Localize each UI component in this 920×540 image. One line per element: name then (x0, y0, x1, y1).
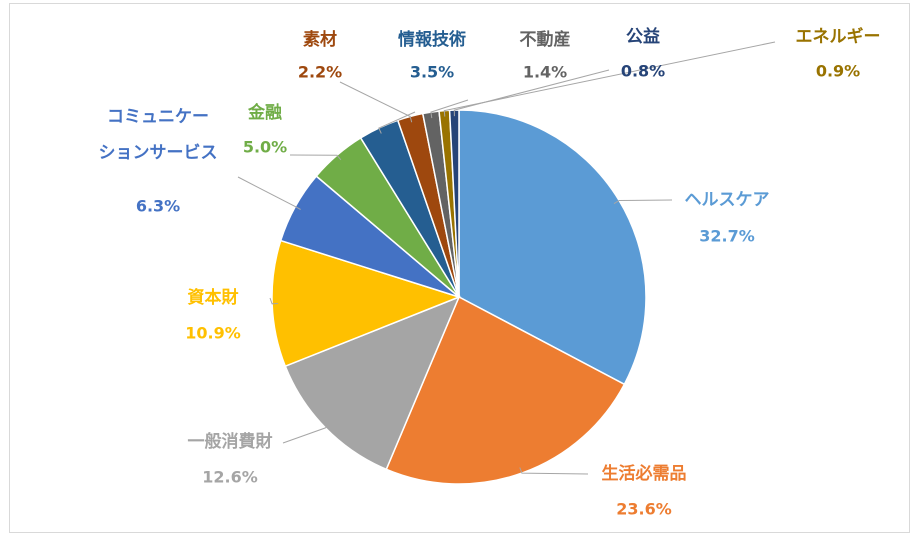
slice-value-label: 23.6% (616, 500, 672, 519)
slice-value-label: 5.0% (243, 138, 287, 157)
slice-name-label: ヘルスケア (685, 190, 770, 210)
slice-value-label: 10.9% (185, 324, 241, 343)
slice-name-label: 公益 (626, 26, 660, 47)
slice-value-label: 6.3% (136, 197, 180, 216)
data-labels: ヘルスケア 32.7% 生活必需品 23.6% 一般消費財 12.6% 資本財 10.9% コミ… (99, 26, 881, 519)
slice-value-label: 0.9% (816, 62, 860, 81)
slice-value-label: 3.5% (410, 63, 454, 82)
leader-line (378, 111, 416, 134)
pie-slices (271, 109, 647, 485)
slice-name-label: 素材 (303, 29, 337, 50)
slice-name-label: 生活必需品 (602, 463, 687, 484)
slice-value-label: 1.4% (523, 63, 567, 82)
slice-name-label: コミュニケーションサービス (99, 107, 218, 163)
slice-name-label: 金融 (247, 102, 282, 123)
slice-value-label: 12.6% (202, 468, 258, 487)
slice-name-label: 情報技術 (398, 29, 466, 50)
slice-name-label: 不動産 (520, 29, 571, 50)
leader-line (289, 154, 342, 161)
leader-line (519, 467, 589, 475)
slice-name-label: 一般消費財 (188, 431, 273, 452)
slice-value-label: 2.2% (298, 63, 342, 82)
slice-value-label: 0.8% (621, 62, 665, 81)
leader-lines (237, 41, 776, 475)
leader-line (339, 81, 413, 123)
leader-line (453, 69, 610, 117)
leader-line (613, 199, 673, 205)
leader-line (430, 99, 469, 119)
slice-name-label: エネルギー (796, 27, 881, 47)
slice-value-label: 32.7% (699, 227, 755, 246)
slice-name-label: 資本財 (188, 287, 239, 308)
leader-line (282, 423, 331, 444)
leader-line (269, 297, 279, 305)
leader-line (237, 176, 301, 210)
leader-line (443, 41, 776, 117)
